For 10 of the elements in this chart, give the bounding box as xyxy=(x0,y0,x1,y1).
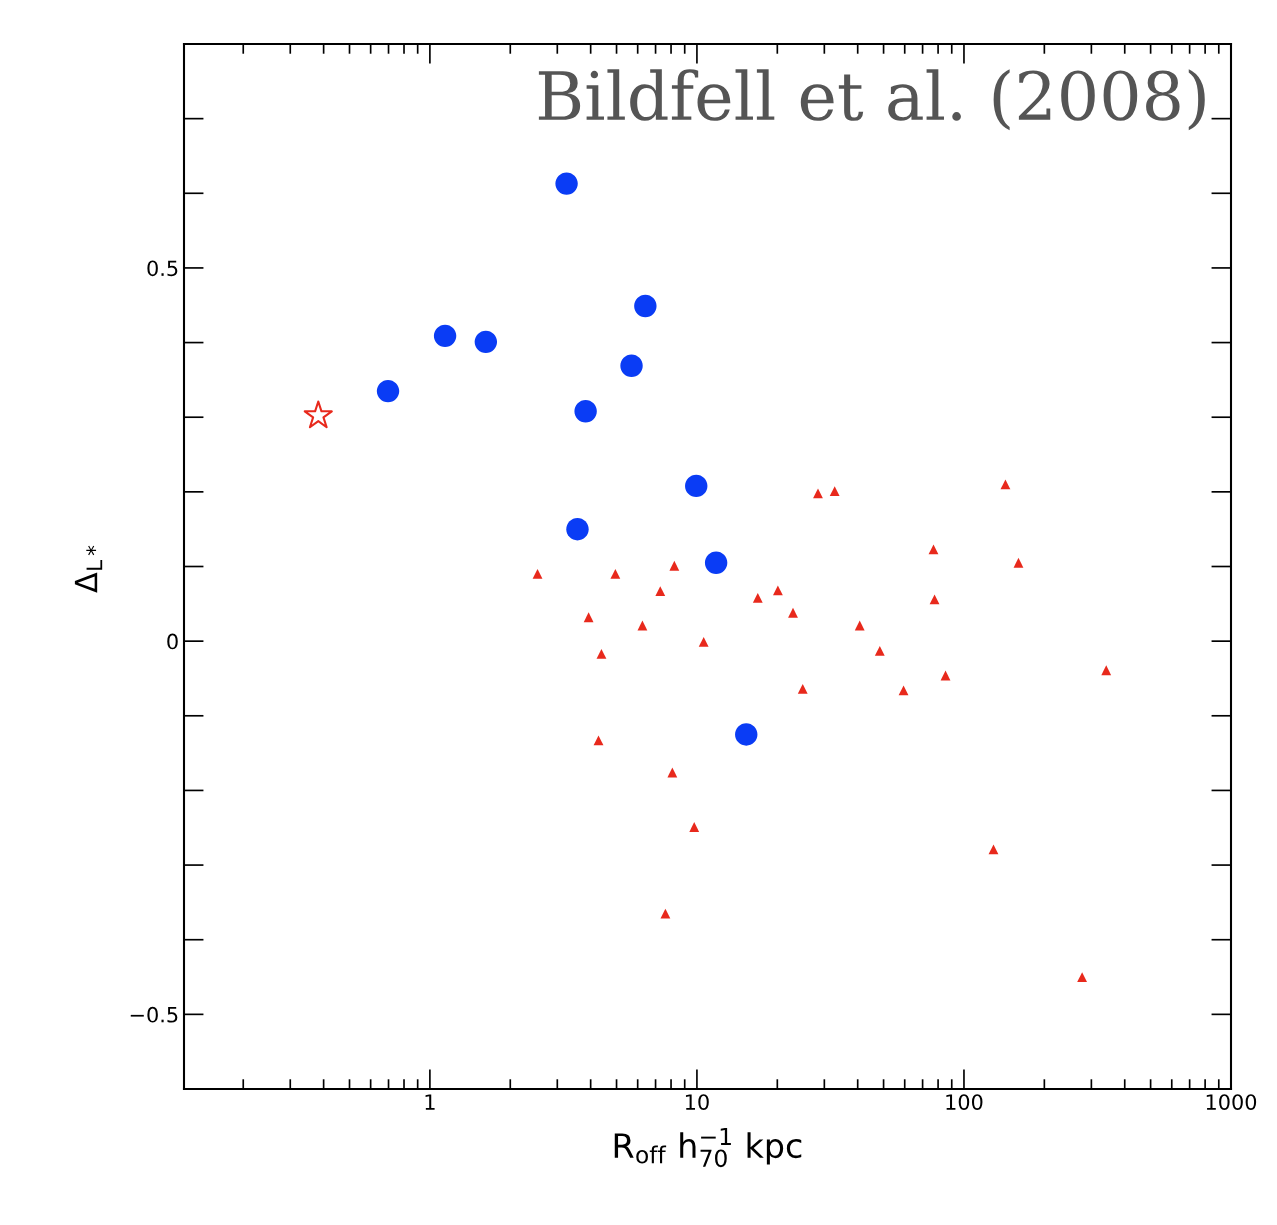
y-tick-label: −0.5 xyxy=(130,1006,178,1023)
x-tick-label: 10 xyxy=(685,1094,709,1110)
y-tick-label: 0 xyxy=(167,633,178,650)
x-tick-label: 1000 xyxy=(1206,1094,1257,1110)
x-axis-title: R$_{off}$ h$^{−1}$$_{70}$ kpc xyxy=(614,1127,802,1168)
y-axis-title: Δ$_{L*}$ xyxy=(74,545,103,593)
y-tick-label: 0.5 xyxy=(147,260,178,277)
annotation: Bildfell et al. (2008) xyxy=(538,69,1205,131)
x-tick-label: 100 xyxy=(946,1094,983,1110)
x-tick-label: 1 xyxy=(425,1094,435,1110)
